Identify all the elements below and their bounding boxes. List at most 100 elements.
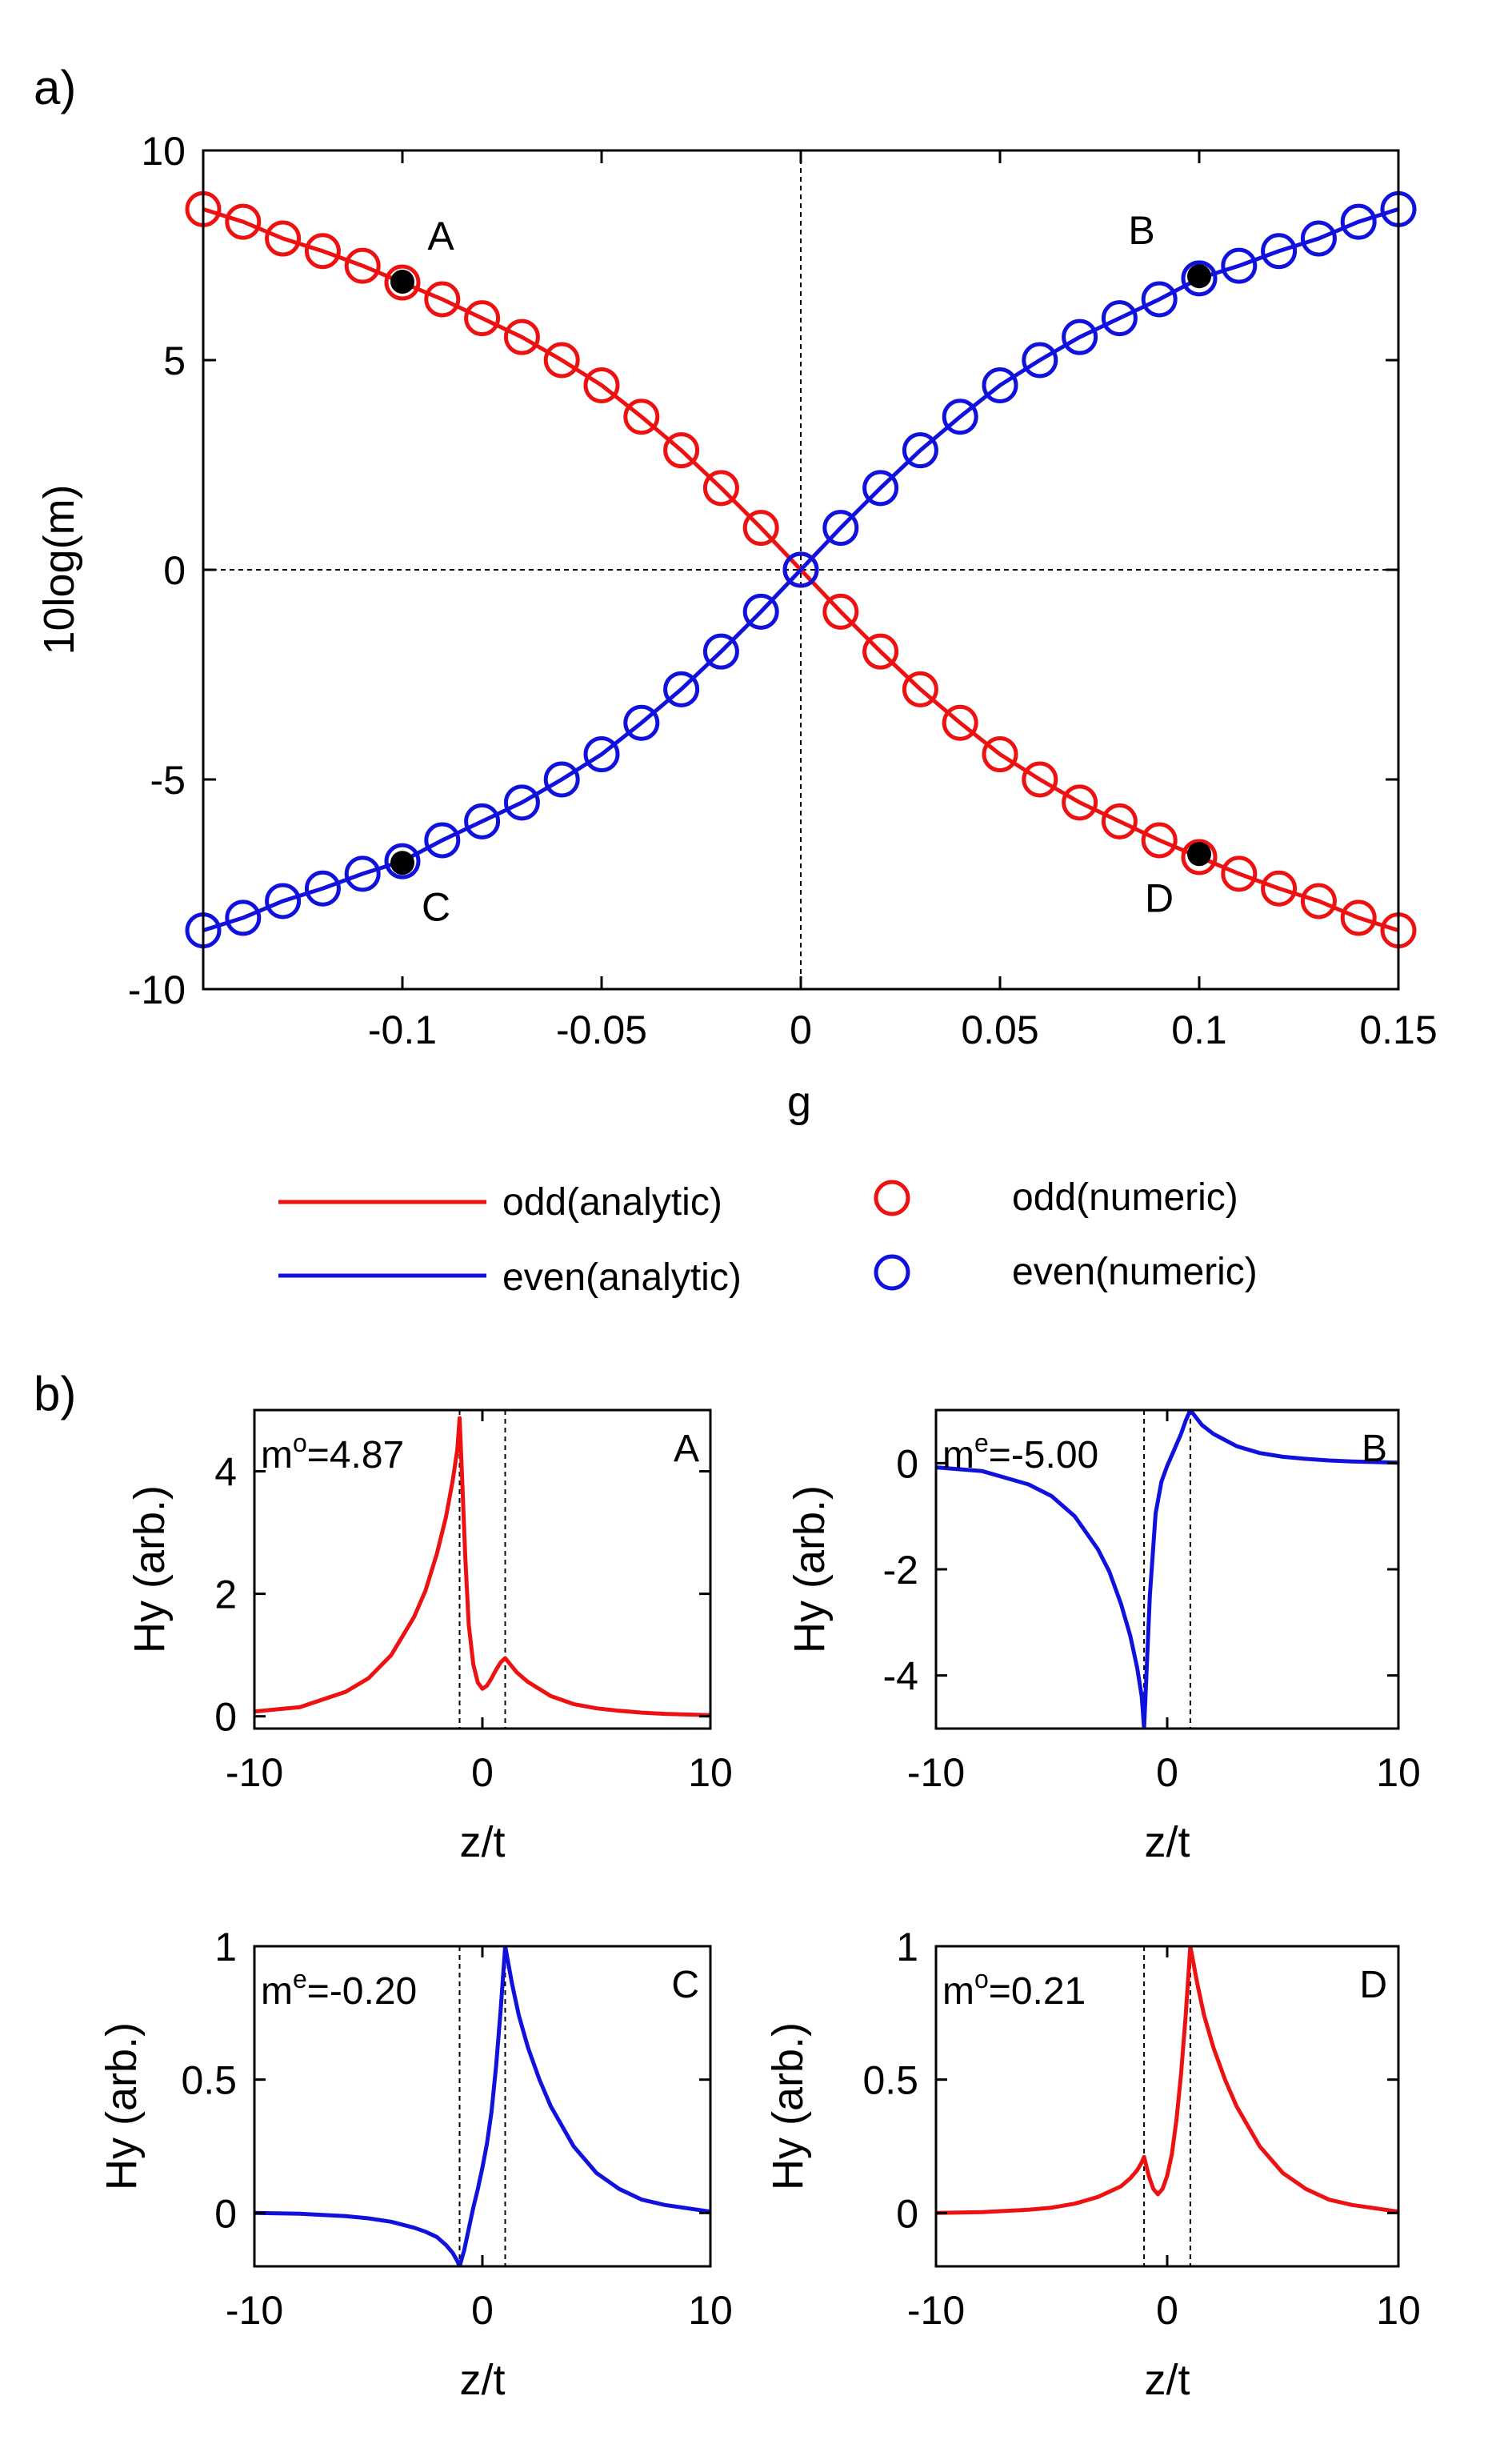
annotation-value: =4.87 xyxy=(307,1434,404,1476)
y-tick-label: 4 xyxy=(214,1450,237,1495)
annotation-m: m xyxy=(942,1970,974,2013)
y-tick-label: -10 xyxy=(128,968,186,1012)
chart-a: -0.1 -0.05 0 0.05 0.1 0.15 -10 -5 0 5 10 A B C Dg 10log… xyxy=(35,129,1438,1126)
highlight-point-D xyxy=(1187,842,1211,867)
data-point-odd xyxy=(623,399,660,435)
data-point-even xyxy=(583,736,620,773)
data-point-odd xyxy=(265,220,302,257)
subplot-label-C: C xyxy=(671,1964,699,2006)
x-tick-label: 10 xyxy=(688,1750,733,1795)
data-point-odd xyxy=(583,367,620,403)
data-point-even xyxy=(384,843,421,879)
annotation-value: =0.21 xyxy=(989,1970,1086,2013)
x-axis-label: z/t xyxy=(459,2356,505,2404)
x-tick-label: 0 xyxy=(471,2288,494,2333)
x-tick-label: 0.1 xyxy=(1171,1008,1227,1052)
data-point-odd xyxy=(942,704,978,741)
data-point-odd xyxy=(862,633,899,670)
x-tick-label: -10 xyxy=(907,2288,965,2333)
y-axis-label: Hy (arb.) xyxy=(786,1485,834,1653)
x-tick-label: 0.05 xyxy=(961,1008,1038,1052)
data-point-odd xyxy=(464,300,501,337)
data-point-odd xyxy=(982,736,1018,773)
data-point-odd xyxy=(1221,855,1258,892)
data-point-odd xyxy=(1300,883,1337,919)
field-profile-curve xyxy=(254,1946,710,2266)
data-point-even xyxy=(782,551,819,588)
x-tick-label: 10 xyxy=(1376,1750,1421,1795)
y-tick-label: 2 xyxy=(214,1573,237,1617)
subplot-label-A: A xyxy=(674,1428,699,1470)
data-point-odd xyxy=(1141,822,1178,859)
x-tick-label: 0 xyxy=(1156,1750,1178,1795)
x-tick-label: 0.15 xyxy=(1359,1008,1437,1052)
plot-frame xyxy=(253,1945,712,2268)
mode-annotation: me=-0.20 xyxy=(261,1965,417,2013)
data-point-even xyxy=(424,822,461,859)
legend-odd-analytic-label: odd(analytic) xyxy=(502,1181,722,1224)
annotation-m: m xyxy=(261,1434,293,1476)
x-tick-label: 10 xyxy=(688,2288,733,2333)
y-axis-label: Hy (arb.) xyxy=(764,2022,812,2190)
data-point-even xyxy=(1181,260,1218,297)
x-tick-label: 0 xyxy=(471,1750,494,1795)
data-point-odd xyxy=(1181,839,1218,875)
point-label-D: D xyxy=(1145,875,1174,920)
y-tick-label: 0 xyxy=(163,548,186,593)
data-point-even xyxy=(742,593,779,630)
legend-even-numeric-marker xyxy=(874,1254,910,1291)
x-axis-label: z/t xyxy=(1144,2356,1190,2404)
subplot-label-B: B xyxy=(1362,1428,1387,1470)
data-point-odd xyxy=(1062,784,1098,821)
data-point-odd xyxy=(304,233,341,270)
annotation-m: m xyxy=(942,1434,974,1476)
data-point-even xyxy=(1141,281,1178,318)
x-tick-label: 0 xyxy=(790,1008,812,1052)
subplot-label-D: D xyxy=(1359,1964,1387,2006)
data-point-odd xyxy=(822,593,859,630)
annotation-m: m xyxy=(261,1970,293,2013)
data-point-even xyxy=(1300,220,1337,257)
data-point-even xyxy=(344,855,381,892)
data-point-even xyxy=(862,470,899,507)
legend: odd(analytic) even(analytic) odd(numeric… xyxy=(278,1176,1258,1299)
y-tick-label: 1 xyxy=(896,1925,918,1969)
data-point-even xyxy=(265,883,302,919)
data-point-even xyxy=(942,399,978,435)
y-tick-label: 0.5 xyxy=(862,2058,918,2103)
x-axis-label: z/t xyxy=(1144,1818,1190,1866)
annotation-superscript: e xyxy=(293,1965,307,1993)
point-label-A: A xyxy=(427,214,454,258)
x-tick-label: -0.05 xyxy=(556,1008,647,1052)
data-point-odd xyxy=(702,470,739,507)
highlight-point-B xyxy=(1187,264,1211,289)
data-point-odd xyxy=(663,432,700,469)
data-point-odd xyxy=(424,281,461,318)
annotation-value: =-0.20 xyxy=(307,1970,417,2013)
data-point-odd xyxy=(344,247,381,284)
panel-b-label: b) xyxy=(34,1367,76,1420)
data-point-even xyxy=(1022,342,1058,379)
panel-a-label: a) xyxy=(34,61,76,114)
x-tick-label: 0 xyxy=(1156,2288,1178,2333)
data-point-odd xyxy=(384,264,421,301)
field-profile-curve xyxy=(936,1946,1398,2215)
data-point-odd xyxy=(1340,899,1377,936)
y-tick-label: 0 xyxy=(214,2191,237,2236)
mode-annotation: me=-5.00 xyxy=(942,1428,1098,1476)
legend-odd-numeric-label: odd(numeric) xyxy=(1012,1176,1238,1219)
x-axis-label: z/t xyxy=(459,1818,505,1866)
y-tick-label: 0 xyxy=(896,2191,918,2236)
y-tick-label: 0.5 xyxy=(181,2058,237,2103)
highlight-point-C xyxy=(390,851,414,875)
x-tick-label: -10 xyxy=(226,1750,283,1795)
chart-B: -10 0 10-4-20 me=-5.00 Bz/tHy (arb.) xyxy=(786,1408,1421,1866)
y-tick-label: 0 xyxy=(896,1441,918,1486)
field-profile-curve xyxy=(254,1416,710,1717)
data-point-even xyxy=(702,633,739,670)
data-point-even xyxy=(822,510,859,547)
mode-annotation: mo=0.21 xyxy=(942,1965,1086,2013)
legend-odd-numeric-marker xyxy=(874,1180,910,1216)
